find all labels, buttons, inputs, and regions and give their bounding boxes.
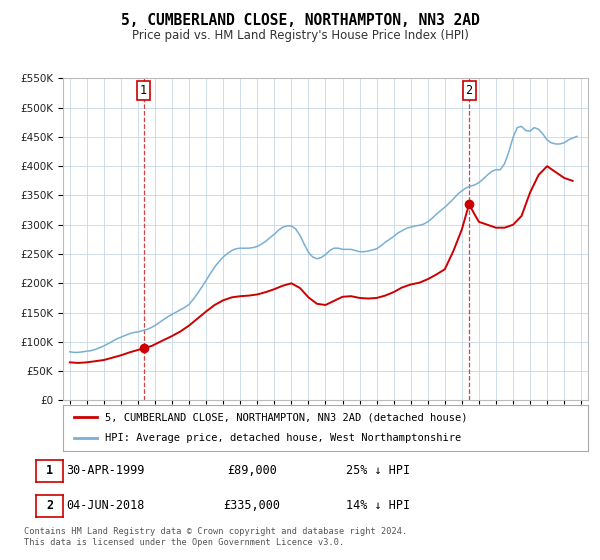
Text: £89,000: £89,000 (227, 464, 277, 478)
Text: 2: 2 (466, 83, 473, 97)
Text: 5, CUMBERLAND CLOSE, NORTHAMPTON, NN3 2AD: 5, CUMBERLAND CLOSE, NORTHAMPTON, NN3 2A… (121, 13, 479, 29)
Text: 2: 2 (46, 499, 53, 512)
Text: HPI: Average price, detached house, West Northamptonshire: HPI: Average price, detached house, West… (105, 433, 461, 444)
Text: £335,000: £335,000 (223, 499, 281, 512)
Text: 1: 1 (46, 464, 53, 478)
Text: 04-JUN-2018: 04-JUN-2018 (66, 499, 144, 512)
Text: Price paid vs. HM Land Registry's House Price Index (HPI): Price paid vs. HM Land Registry's House … (131, 29, 469, 42)
Text: 1: 1 (140, 83, 147, 97)
Text: Contains HM Land Registry data © Crown copyright and database right 2024.: Contains HM Land Registry data © Crown c… (24, 527, 407, 536)
Text: This data is licensed under the Open Government Licence v3.0.: This data is licensed under the Open Gov… (24, 538, 344, 547)
Text: 25% ↓ HPI: 25% ↓ HPI (346, 464, 410, 478)
Text: 5, CUMBERLAND CLOSE, NORTHAMPTON, NN3 2AD (detached house): 5, CUMBERLAND CLOSE, NORTHAMPTON, NN3 2A… (105, 412, 467, 422)
Text: 14% ↓ HPI: 14% ↓ HPI (346, 499, 410, 512)
Text: 30-APR-1999: 30-APR-1999 (66, 464, 144, 478)
